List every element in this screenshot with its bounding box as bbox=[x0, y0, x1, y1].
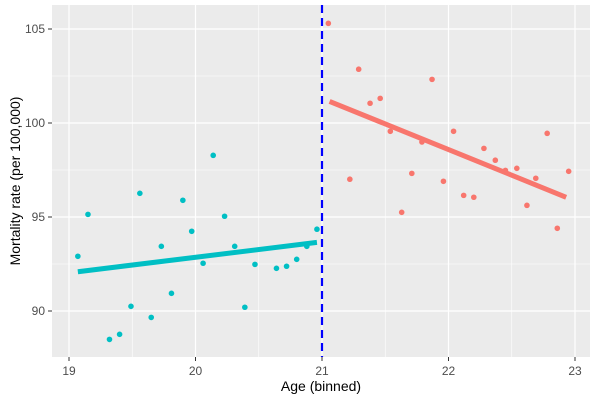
data-point bbox=[471, 194, 477, 201]
data-point bbox=[210, 152, 217, 159]
data-point bbox=[283, 263, 290, 270]
data-point bbox=[200, 260, 206, 267]
data-point bbox=[532, 175, 539, 182]
data-point bbox=[440, 178, 447, 185]
data-point bbox=[524, 202, 530, 209]
data-point bbox=[314, 226, 320, 233]
x-tick-label: 21 bbox=[315, 364, 329, 378]
data-point bbox=[158, 243, 165, 250]
data-point bbox=[450, 128, 457, 135]
y-tick-label: 100 bbox=[25, 116, 45, 130]
data-point bbox=[387, 128, 394, 135]
x-tick-label: 19 bbox=[62, 364, 76, 378]
data-point bbox=[85, 211, 91, 218]
data-point bbox=[325, 20, 332, 27]
data-point bbox=[116, 331, 123, 338]
data-point bbox=[168, 290, 175, 297]
fit-line bbox=[77, 239, 318, 275]
data-point bbox=[128, 303, 134, 310]
data-point bbox=[377, 95, 383, 102]
data-point bbox=[148, 314, 155, 321]
data-point bbox=[347, 176, 353, 183]
data-point bbox=[106, 336, 113, 343]
data-point bbox=[544, 130, 550, 137]
data-point bbox=[252, 261, 258, 268]
x-axis-title: Age (binned) bbox=[281, 378, 361, 394]
data-point bbox=[355, 66, 362, 73]
axes: 19 20 21 22 23 90 95 100 105 bbox=[25, 22, 582, 378]
x-tick-label: 20 bbox=[189, 364, 203, 378]
data-point bbox=[273, 265, 280, 272]
marks bbox=[75, 5, 572, 357]
data-point bbox=[429, 76, 435, 83]
data-point bbox=[231, 243, 238, 250]
x-tick-label: 23 bbox=[568, 364, 582, 378]
data-point bbox=[565, 168, 572, 175]
data-point bbox=[242, 304, 248, 311]
data-point bbox=[492, 157, 499, 164]
data-point bbox=[188, 228, 195, 235]
x-tick-label: 22 bbox=[442, 364, 456, 378]
data-point bbox=[460, 192, 467, 199]
data-point bbox=[137, 190, 143, 197]
data-point bbox=[409, 170, 415, 177]
y-axis-title: Mortality rate (per 100,000) bbox=[7, 97, 23, 266]
y-tick-label: 95 bbox=[32, 210, 46, 224]
data-point bbox=[180, 197, 186, 204]
data-point bbox=[481, 145, 487, 152]
data-point bbox=[514, 165, 520, 172]
data-point bbox=[221, 213, 228, 220]
y-tick-label: 105 bbox=[25, 22, 45, 36]
data-point bbox=[293, 256, 300, 263]
fit-line bbox=[328, 99, 568, 200]
data-point bbox=[554, 225, 561, 232]
data-point bbox=[398, 209, 405, 216]
y-tick-label: 90 bbox=[32, 304, 46, 318]
data-point bbox=[75, 253, 81, 260]
data-point bbox=[367, 100, 373, 107]
